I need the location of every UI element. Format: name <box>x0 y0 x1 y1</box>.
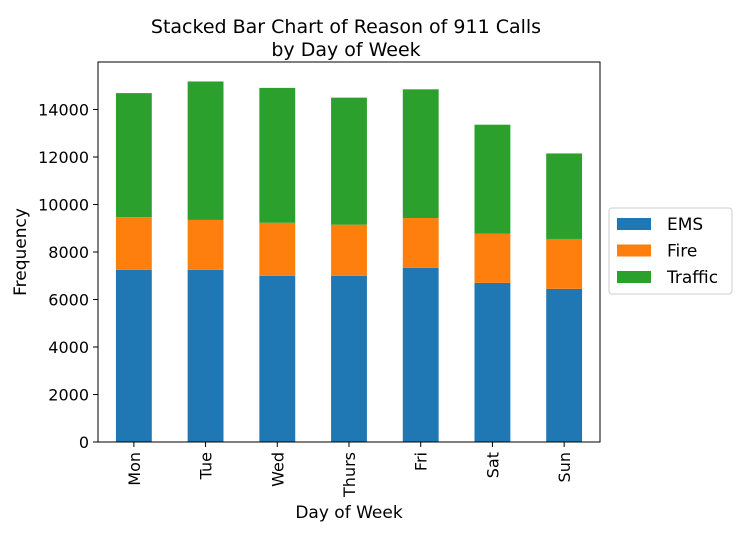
legend: EMS Fire Traffic <box>608 207 733 295</box>
x-tick-label-sun: Sun <box>555 452 574 482</box>
bar-ems-thurs <box>331 275 367 442</box>
bar-fire-tue <box>187 219 224 270</box>
y-tick-label: 2000 <box>48 386 89 405</box>
bar-ems-mon <box>115 269 152 442</box>
x-tick-label-sat: Sat <box>483 452 502 478</box>
bar-traffic-sat <box>474 124 511 234</box>
legend-swatch-ems <box>617 218 651 230</box>
x-tick-label-thurs: Thurs <box>340 452 359 498</box>
bars-group <box>115 81 583 443</box>
y-tick-label: 6000 <box>48 291 89 310</box>
bar-traffic-tue <box>187 81 224 220</box>
bar-ems-wed <box>259 275 296 442</box>
y-tick-label: 8000 <box>48 243 89 262</box>
chart-subtitle: by Day of Week <box>271 39 420 61</box>
y-tick-label: 10000 <box>38 196 89 215</box>
bar-fire-thurs <box>331 224 367 276</box>
bar-fire-wed <box>259 222 296 276</box>
bar-traffic-thurs <box>331 97 367 225</box>
bar-traffic-sun <box>546 153 583 239</box>
x-tick-label-wed: Wed <box>268 452 287 487</box>
y-tick-label: 4000 <box>48 338 89 357</box>
legend-label-fire: Fire <box>667 242 697 262</box>
bar-fire-sat <box>474 233 511 283</box>
chart-title: Stacked Bar Chart of Reason of 911 Calls <box>151 16 541 38</box>
legend-label-traffic: Traffic <box>666 268 718 288</box>
bar-traffic-fri <box>402 89 439 219</box>
y-tick-label: 14000 <box>38 101 89 120</box>
y-tick-label: 12000 <box>38 148 89 167</box>
y-axis: 0 2000 4000 6000 8000 10000 12000 14000 <box>38 101 98 452</box>
x-tick-label-fri: Fri <box>412 452 431 471</box>
bar-traffic-wed <box>259 87 296 223</box>
bar-ems-sat <box>474 282 511 443</box>
bar-ems-sun <box>546 288 583 442</box>
legend-swatch-traffic <box>617 271 651 283</box>
x-tick-label-tue: Tue <box>197 452 216 480</box>
plot-frame <box>97 61 601 443</box>
bar-ems-fri <box>402 267 439 442</box>
bar-fire-fri <box>402 218 439 268</box>
y-tick-label: 0 <box>79 433 89 452</box>
bar-traffic-mon <box>115 93 152 218</box>
bar-ems-tue <box>187 269 224 442</box>
bar-fire-mon <box>115 217 152 270</box>
bar-fire-sun <box>546 238 583 289</box>
y-axis-label: Frequency <box>11 208 31 296</box>
x-tick-label-mon: Mon <box>125 452 144 486</box>
legend-swatch-fire <box>617 244 651 257</box>
legend-label-ems: EMS <box>667 215 703 235</box>
x-axis-label: Day of Week <box>295 503 402 523</box>
x-axis: Mon Tue Wed Thurs Fri Sat Sun <box>125 442 574 498</box>
